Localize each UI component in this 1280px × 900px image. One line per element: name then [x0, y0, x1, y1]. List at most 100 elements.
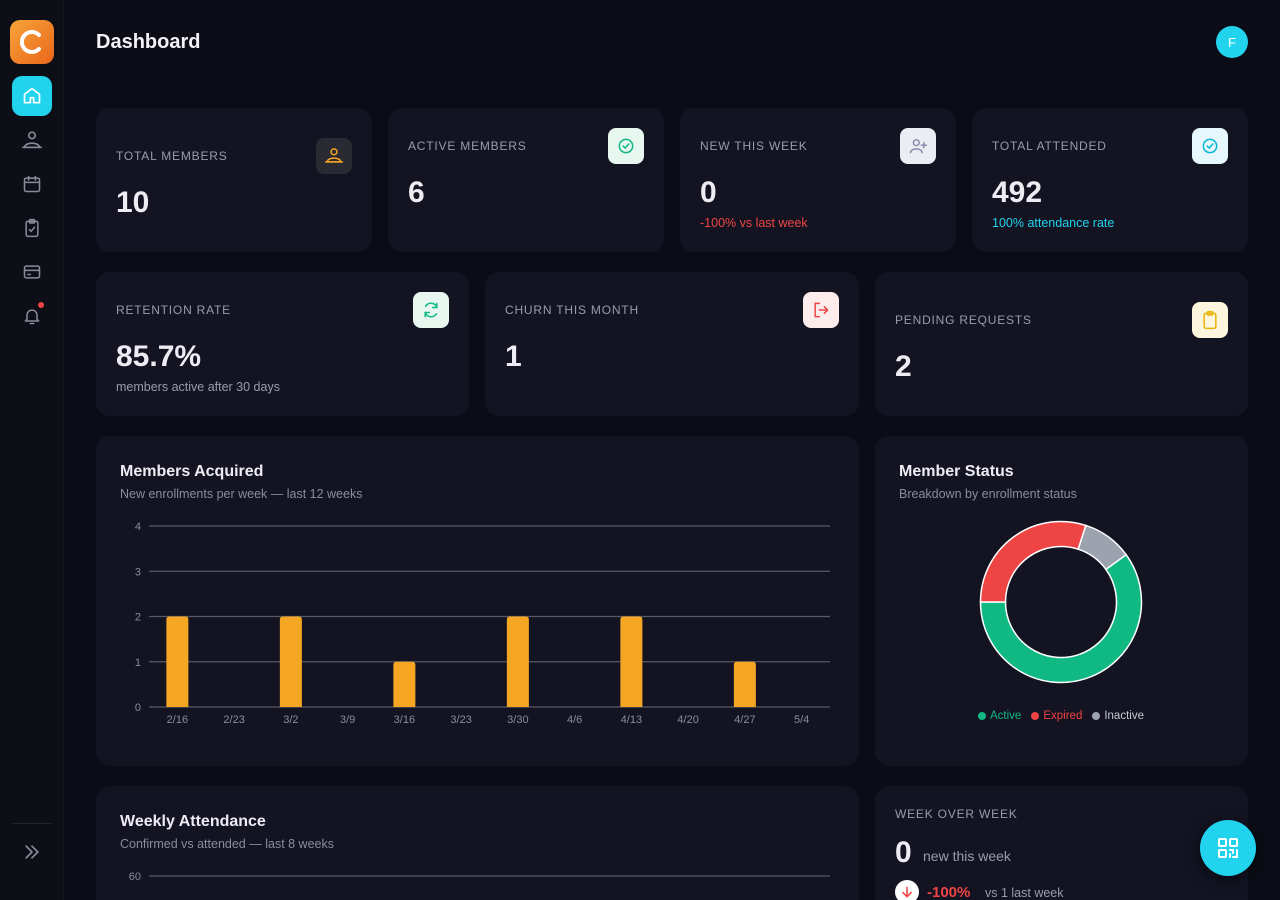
bar	[506, 616, 529, 707]
members-icon	[324, 148, 344, 163]
clipboard-check-icon	[25, 218, 39, 238]
chart-legend: Active Expired Inactive	[875, 710, 1247, 722]
x-tick-label: 3/30	[507, 714, 528, 726]
chart-subtitle: New enrollments per week — last 12 weeks	[120, 487, 363, 501]
sidebar-item-home[interactable]	[12, 76, 52, 116]
user-avatar[interactable]: F	[1216, 26, 1248, 58]
sidebar-item-notifications[interactable]	[12, 296, 52, 336]
donut-slice-inactive	[1077, 524, 1128, 571]
member-status-donut-chart	[979, 520, 1143, 684]
y-tick-label: 0	[135, 702, 141, 714]
user-plus-icon	[909, 139, 928, 154]
bar	[620, 616, 643, 707]
legend-item-inactive[interactable]: Inactive	[1092, 710, 1144, 722]
sidebar-divider	[12, 823, 52, 824]
stat-value: 10	[116, 186, 150, 219]
legend-item-expired[interactable]: Expired	[1031, 710, 1082, 722]
legend-label: Active	[990, 710, 1022, 722]
stat-card-new-this-week: NEW THIS WEEK 0 -100% vs last week	[680, 108, 956, 252]
refresh-icon	[424, 302, 438, 318]
stat-icon-box	[900, 128, 936, 164]
stat-label: NEW THIS WEEK	[700, 139, 808, 153]
member-status-card: Member Status Breakdown by enrollment st…	[875, 436, 1248, 766]
check-circle-icon	[618, 138, 634, 154]
stat-trend: -100% vs last week	[700, 216, 808, 230]
weekly-attendance-line-chart: 60	[129, 871, 830, 883]
members-acquired-card: Members Acquired New enrollments per wee…	[96, 436, 859, 766]
stat-card-pending-requests: PENDING REQUESTS 2	[875, 272, 1248, 416]
donut-slice-expired	[979, 520, 1087, 603]
x-tick-label: 4/27	[734, 714, 755, 726]
chart-title: Member Status	[899, 463, 1014, 480]
x-tick-label: 3/9	[340, 714, 355, 726]
chart-title: Members Acquired	[120, 463, 264, 480]
wow-trend-percent: -100%	[927, 884, 971, 900]
legend-dot	[1092, 712, 1101, 720]
qr-code-icon	[1218, 838, 1238, 858]
sidebar	[0, 0, 64, 900]
arrow-down-icon	[902, 886, 912, 898]
stat-icon-box	[316, 138, 352, 174]
y-tick-label: 60	[129, 871, 141, 883]
x-tick-label: 3/16	[394, 714, 415, 726]
chart-subtitle: Breakdown by enrollment status	[899, 487, 1077, 501]
x-tick-label: 4/6	[567, 714, 582, 726]
legend-dot	[978, 712, 987, 720]
wow-value-caption: new this week	[923, 848, 1011, 864]
stat-label: RETENTION RATE	[116, 303, 231, 317]
stat-icon-box	[1192, 128, 1228, 164]
stat-value: 2	[895, 350, 912, 383]
wow-label: WEEK OVER WEEK	[895, 807, 1018, 821]
sidebar-item-tasks[interactable]	[12, 208, 52, 248]
stat-label: TOTAL MEMBERS	[116, 149, 228, 163]
members-icon	[22, 131, 42, 149]
qr-scan-button[interactable]	[1200, 820, 1256, 876]
page-title: Dashboard	[96, 31, 201, 53]
chart-subtitle: Confirmed vs attended — last 8 weeks	[120, 837, 334, 851]
stat-label: ACTIVE MEMBERS	[408, 139, 527, 153]
legend-label: Expired	[1043, 710, 1083, 722]
stat-value: 6	[408, 176, 425, 209]
wow-trend-caption: vs 1 last week	[985, 886, 1064, 900]
sidebar-item-members[interactable]	[12, 120, 52, 160]
stat-icon-box	[413, 292, 449, 328]
stat-label: TOTAL ATTENDED	[992, 139, 1107, 153]
y-tick-label: 4	[135, 521, 141, 533]
legend-item-active[interactable]: Active	[978, 710, 1021, 722]
y-tick-label: 1	[135, 657, 141, 669]
stat-card-churn-this-month: CHURN THIS MONTH 1	[485, 272, 859, 416]
stat-trend: 100% attendance rate	[992, 216, 1115, 230]
bar	[733, 661, 756, 707]
x-tick-label: 3/23	[450, 714, 471, 726]
stat-value: 492	[992, 176, 1043, 209]
donut-slice-active	[979, 553, 1143, 684]
home-icon	[23, 87, 41, 104]
x-tick-label: 4/13	[621, 714, 642, 726]
x-tick-label: 3/2	[283, 714, 298, 726]
bar	[279, 616, 302, 707]
weekly-attendance-card: Weekly Attendance Confirmed vs attended …	[96, 786, 859, 900]
stat-value: 85.7%	[116, 340, 202, 373]
stat-card-total-attended: TOTAL ATTENDED 492 100% attendance rate	[972, 108, 1248, 252]
sidebar-item-calendar[interactable]	[12, 164, 52, 204]
week-over-week-card: WEEK OVER WEEK 0 new this week -100% vs …	[875, 786, 1248, 900]
chevrons-right-icon	[25, 845, 39, 859]
stat-caption: members active after 30 days	[116, 380, 280, 394]
sidebar-item-billing[interactable]	[12, 252, 52, 292]
y-tick-label: 3	[135, 566, 141, 578]
members-acquired-bar-chart: 0 1 2 3 4 2/16 2/23 3/2 3/9 3/16 3/23 3/30 4/6 4/13 4/…	[135, 521, 830, 726]
bell-icon	[24, 309, 40, 325]
legend-dot	[1031, 712, 1040, 720]
notification-dot	[38, 302, 44, 308]
sidebar-expand-button[interactable]	[20, 840, 44, 864]
bar	[166, 616, 189, 707]
x-tick-label: 2/23	[223, 714, 244, 726]
credit-card-icon	[23, 265, 41, 279]
calendar-icon	[23, 175, 41, 193]
stat-icon-box	[803, 292, 839, 328]
y-tick-label: 2	[135, 612, 141, 624]
app-logo[interactable]	[10, 20, 54, 64]
logout-icon	[814, 302, 829, 318]
wow-trend-badge	[895, 880, 919, 900]
logo-c-icon	[19, 30, 41, 54]
